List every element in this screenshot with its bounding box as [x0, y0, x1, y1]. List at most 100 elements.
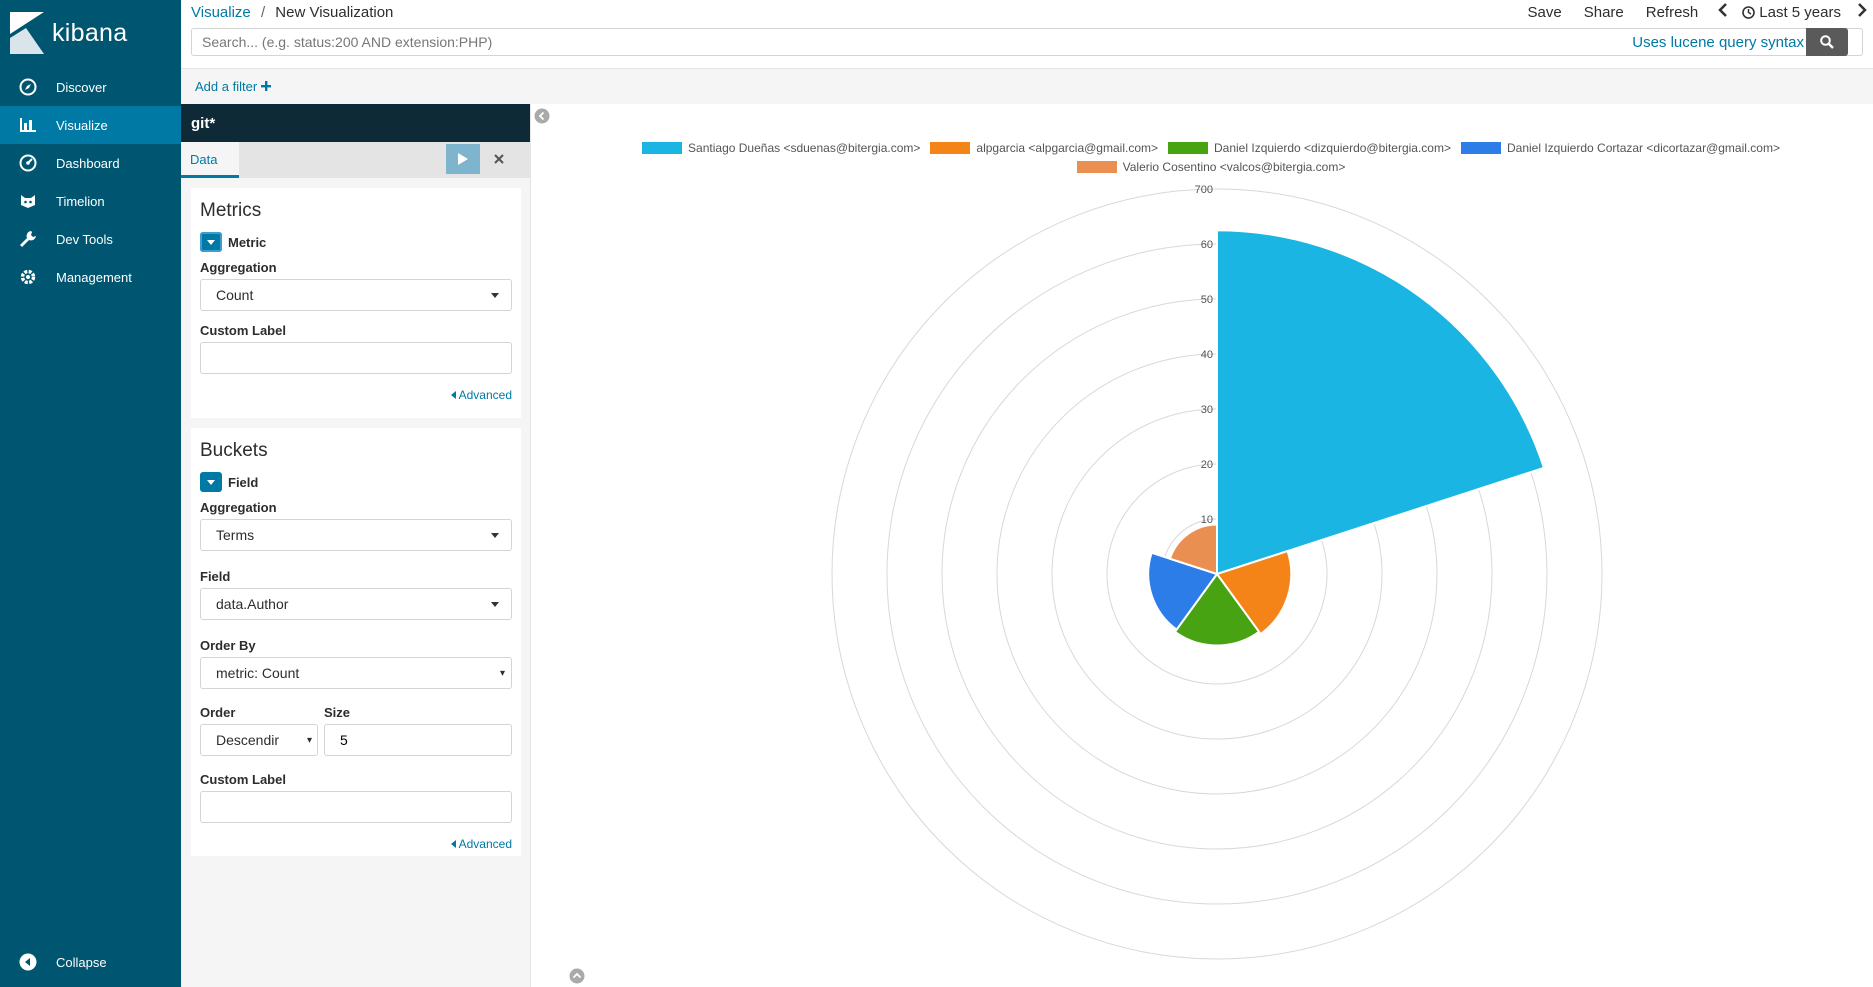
share-button[interactable]: Share: [1583, 3, 1624, 21]
radial-tick-label: 700: [1195, 184, 1213, 196]
metric-aggregation-value: Count: [216, 287, 254, 303]
legend-label: Daniel Izquierdo <dizquierdo@bitergia.co…: [1214, 141, 1451, 155]
time-back-button[interactable]: [1718, 3, 1728, 21]
time-picker[interactable]: Last 5 years: [1742, 4, 1841, 21]
bucket-order-label: Order: [200, 705, 236, 720]
legend-label: alpgarcia <alpgarcia@gmail.com>: [976, 141, 1158, 155]
compass-icon: [18, 77, 38, 97]
search-button[interactable]: [1806, 28, 1848, 56]
kibana-logo-icon: [10, 12, 44, 54]
bar-chart-icon: [18, 115, 38, 135]
caret-down-icon: [207, 479, 215, 485]
collapse-arrow-icon: [18, 952, 38, 972]
metric-custom-label-field: [200, 342, 512, 374]
sidebar-item-dev-tools[interactable]: Dev Tools: [0, 220, 181, 258]
sidebar-item-label: Discover: [56, 79, 107, 95]
time-forward-button[interactable]: [1857, 3, 1867, 21]
save-button[interactable]: Save: [1527, 3, 1562, 21]
kibana-logo[interactable]: kibana: [10, 12, 127, 54]
bucket-custom-label-input[interactable]: [201, 792, 511, 822]
sidebar-item-label: Dev Tools: [56, 231, 113, 247]
visualization-area: 700 60 50 40 30 20 10 Santiago Dueñas <sduenas…: [531, 104, 1873, 987]
search-input[interactable]: [192, 29, 1633, 55]
sidebar: kibana Discover Visualize Dashboard: [0, 0, 181, 987]
buckets-section: Buckets Field Aggregation Terms Field da…: [191, 428, 521, 856]
breadcrumb: Visualize / New Visualization: [191, 4, 393, 21]
radial-grid-ring: [831, 188, 1603, 960]
polar-wedge[interactable]: [1173, 572, 1261, 647]
polar-wedge[interactable]: [1215, 549, 1293, 636]
play-icon: [458, 153, 468, 165]
apply-changes-button[interactable]: [446, 144, 480, 174]
legend-item[interactable]: Daniel Izquierdo Cortazar <dicortazar@gm…: [1460, 141, 1780, 155]
bucket-advanced-toggle[interactable]: Advanced: [200, 837, 512, 851]
sidebar-item-dashboard[interactable]: Dashboard: [0, 144, 181, 182]
sidebar-item-timelion[interactable]: Timelion: [0, 182, 181, 220]
bucket-toggle-button[interactable]: [200, 472, 222, 492]
sidebar-item-visualize[interactable]: Visualize: [0, 106, 181, 144]
filter-bar: Add a filter: [181, 68, 1873, 104]
metric-custom-label-label: Custom Label: [200, 323, 286, 338]
bucket-size-field: [324, 724, 512, 756]
legend-item[interactable]: alpgarcia <alpgarcia@gmail.com>: [930, 141, 1158, 155]
bucket-size-input[interactable]: [325, 725, 511, 755]
legend-label: Valerio Cosentino <valcos@bitergia.com>: [1122, 160, 1346, 174]
bucket-order-by-select[interactable]: metric: Count ▾: [200, 657, 512, 689]
legend-item[interactable]: Valerio Cosentino <valcos@bitergia.com>: [1076, 160, 1346, 174]
toggle-spy-panel-button[interactable]: [569, 968, 585, 984]
refresh-button[interactable]: Refresh: [1645, 3, 1699, 21]
timelion-cat-icon: [18, 191, 38, 211]
collapse-editor-button[interactable]: [534, 108, 550, 124]
metric-agg-name: Metric: [228, 234, 267, 250]
metric-advanced-toggle[interactable]: Advanced: [200, 388, 512, 402]
polar-wedge[interactable]: [1168, 523, 1218, 576]
chevron-circle-left-icon: [534, 108, 550, 124]
sidebar-item-label: Management: [56, 269, 132, 285]
vis-editor-sidebar: git* Data Metrics Metric Aggregation Cou…: [181, 104, 531, 987]
metric-custom-label-input[interactable]: [201, 343, 511, 373]
metrics-title: Metrics: [200, 200, 262, 221]
caret-down-icon: [491, 292, 499, 298]
caret-down-icon: [491, 532, 499, 538]
select-arrows-icon: ▾: [499, 667, 505, 679]
time-range-label: Last 5 years: [1759, 3, 1841, 21]
legend-item[interactable]: Daniel Izquierdo <dizquierdo@bitergia.co…: [1168, 141, 1451, 155]
chart-legend: Santiago Dueñas <sduenas@bitergia.com> al…: [621, 141, 1801, 179]
legend-item[interactable]: Santiago Dueñas <sduenas@bitergia.com>: [642, 141, 920, 155]
sidebar-item-management[interactable]: Management: [0, 258, 181, 296]
lucene-syntax-link[interactable]: Uses lucene query syntax: [1632, 33, 1804, 51]
add-filter-button[interactable]: Add a filter: [195, 79, 271, 94]
polar-wedge[interactable]: [1216, 229, 1546, 576]
metric-toggle-button[interactable]: [200, 232, 222, 252]
collapse-button[interactable]: Collapse: [0, 937, 181, 987]
discard-changes-button[interactable]: [482, 144, 516, 174]
bucket-aggregation-select[interactable]: Terms: [200, 519, 512, 551]
legend-swatch: [642, 142, 683, 154]
metric-advanced-label: Advanced: [458, 388, 512, 402]
breadcrumb-current: New Visualization: [275, 4, 394, 21]
bucket-field-select[interactable]: data.Author: [200, 588, 512, 620]
tab-data[interactable]: Data: [181, 142, 239, 178]
legend-swatch: [1076, 161, 1117, 173]
metric-agg-header: Metric: [200, 232, 512, 252]
metric-aggregation-select[interactable]: Count: [200, 279, 512, 311]
order-column: Order Descendir ▾: [200, 705, 318, 756]
size-column: Size: [324, 705, 512, 756]
breadcrumb-separator: /: [260, 4, 266, 21]
order-size-row: Order Descendir ▾ Size: [200, 705, 512, 756]
close-icon: [494, 154, 504, 164]
sidebar-item-label: Timelion: [56, 193, 105, 209]
legend-label: Daniel Izquierdo Cortazar <dicortazar@gm…: [1506, 141, 1780, 155]
bucket-order-value: Descendir: [216, 732, 280, 748]
app-name: kibana: [52, 18, 128, 47]
metrics-section: Metrics Metric Aggregation Count Custom …: [191, 188, 521, 418]
sidebar-item-label: Dashboard: [56, 155, 120, 171]
bucket-aggregation-label: Aggregation: [200, 500, 277, 515]
plus-icon: [260, 81, 271, 91]
polar-wedge[interactable]: [1147, 551, 1219, 632]
index-pattern-title: git*: [181, 104, 530, 142]
wrench-icon: [18, 229, 38, 249]
breadcrumb-visualize[interactable]: Visualize: [191, 4, 251, 21]
bucket-order-select[interactable]: Descendir ▾: [200, 724, 318, 756]
sidebar-item-discover[interactable]: Discover: [0, 68, 181, 106]
